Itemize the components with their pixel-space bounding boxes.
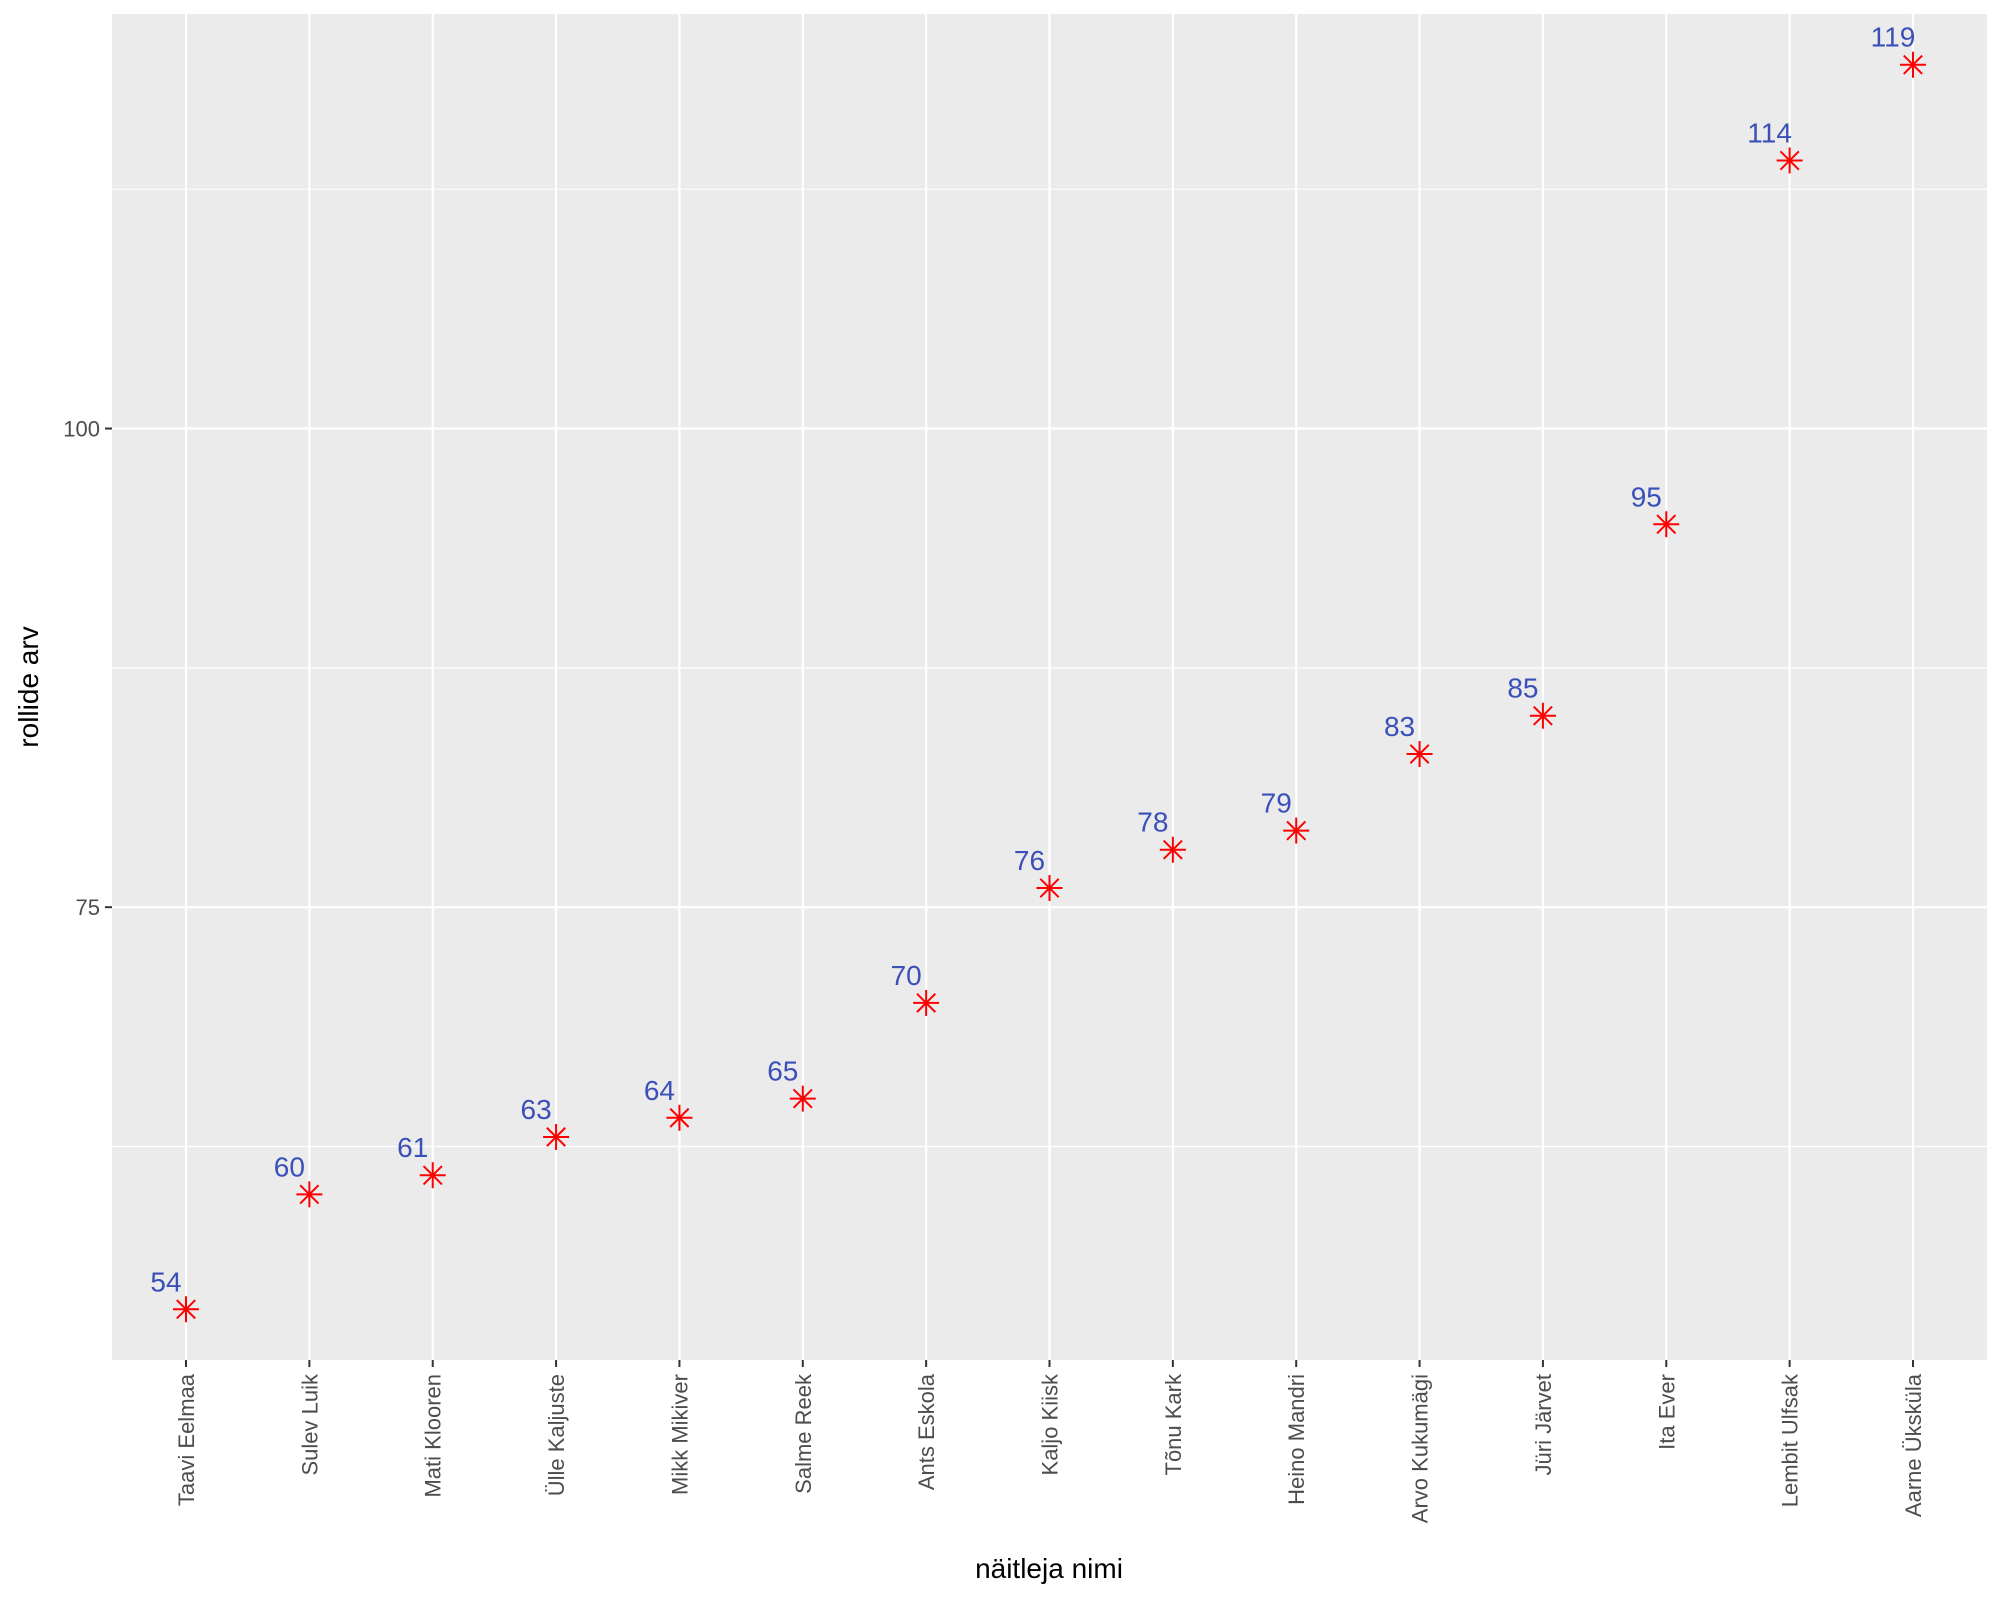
data-point: [1529, 702, 1556, 729]
data-label: 63: [521, 1094, 552, 1125]
x-tick-label: Ita Ever: [1654, 1374, 1679, 1450]
x-tick-label: Aarne Üksküla: [1901, 1373, 1926, 1517]
y-tick-label: 100: [63, 417, 100, 442]
x-tick-label: Heino Mandri: [1284, 1374, 1309, 1505]
data-label: 76: [1014, 845, 1045, 876]
x-tick-label: Ants Eskola: [914, 1373, 939, 1490]
data-points: [173, 51, 1926, 1323]
data-point: [419, 1162, 446, 1189]
data-point: [1776, 147, 1803, 174]
data-point: [789, 1085, 816, 1112]
data-point: [1653, 511, 1680, 538]
data-point: [666, 1104, 693, 1131]
x-axis: Taavi Eelmaa Sulev Luik Mati Klooren Ülle K…: [174, 1360, 1926, 1523]
x-tick-label: Taavi Eelmaa: [174, 1373, 199, 1506]
data-point: [1036, 875, 1063, 902]
x-tick-label: Sulev Luik: [297, 1373, 322, 1476]
data-label: 60: [274, 1151, 305, 1182]
data-label: 78: [1137, 807, 1168, 838]
data-label: 64: [644, 1075, 675, 1106]
data-point: [1406, 741, 1433, 768]
major-gridlines: [112, 14, 1987, 1360]
data-label: 83: [1384, 711, 1415, 742]
x-tick-label: Kaljo Kiisk: [1038, 1373, 1063, 1475]
data-label: 70: [891, 960, 922, 991]
x-tick-label: Arvo Kukumägi: [1408, 1374, 1433, 1523]
y-axis: 75 100: [63, 417, 112, 920]
y-tick-label: 75: [76, 895, 100, 920]
data-labels: 54 60 61 63 64 65 70 76 78 79 83 85 95 114 119: [150, 22, 1915, 1298]
x-tick-label: Lembit Ulfsak: [1778, 1373, 1803, 1507]
data-label: 114: [1747, 117, 1792, 148]
data-point: [1283, 817, 1310, 844]
data-label: 61: [397, 1132, 428, 1163]
x-axis-title: näitleja nimi: [975, 1553, 1123, 1584]
data-point: [913, 989, 940, 1016]
data-point: [1899, 51, 1926, 78]
data-point: [1159, 836, 1186, 863]
data-label: 54: [150, 1266, 181, 1297]
x-tick-label: Mati Klooren: [421, 1374, 446, 1498]
data-label: 95: [1631, 481, 1662, 512]
x-tick-label: Ülle Kaljuste: [544, 1374, 569, 1496]
x-tick-label: Tõnu Kark: [1161, 1373, 1186, 1475]
y-axis-title: rollide arv: [13, 626, 44, 747]
data-label: 79: [1261, 788, 1292, 819]
data-label: 119: [1871, 22, 1916, 53]
data-label: 85: [1507, 673, 1538, 704]
x-tick-label: Jüri Järvet: [1531, 1374, 1556, 1475]
x-tick-label: Salme Reek: [791, 1373, 816, 1494]
data-label: 65: [767, 1056, 798, 1087]
x-tick-label: Mikk Mikiver: [667, 1374, 692, 1495]
data-point: [296, 1181, 323, 1208]
data-point: [173, 1296, 200, 1323]
data-point: [543, 1123, 570, 1150]
